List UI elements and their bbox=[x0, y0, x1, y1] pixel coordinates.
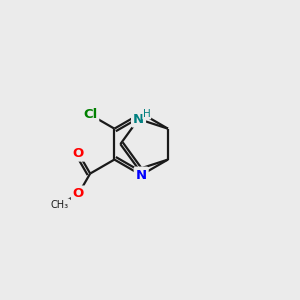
Text: N: N bbox=[133, 112, 144, 126]
Text: O: O bbox=[73, 188, 84, 200]
Text: N: N bbox=[136, 169, 147, 182]
Text: O: O bbox=[73, 147, 84, 160]
Text: Cl: Cl bbox=[83, 108, 97, 121]
Text: H: H bbox=[143, 109, 151, 119]
Text: CH₃: CH₃ bbox=[51, 200, 69, 210]
